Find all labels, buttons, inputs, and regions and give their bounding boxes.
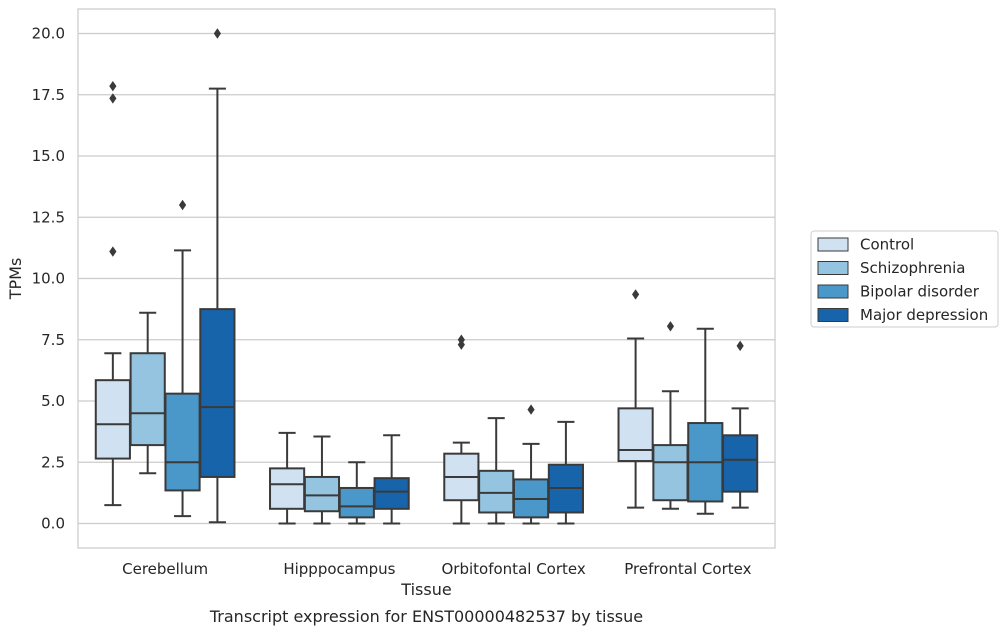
iqr-box — [129, 352, 166, 447]
x-tick-label: Orbitofontal Cortex — [442, 560, 586, 578]
outlier-point — [527, 404, 535, 415]
y-tick-label: 10.0 — [32, 270, 65, 288]
box-control — [617, 289, 654, 509]
y-tick-labels: 0.0 2.5 5.0 7.5 10.0 12.5 15.0 17.5 20.0 — [32, 25, 65, 533]
legend-swatch — [817, 284, 849, 299]
iqr-box — [338, 486, 375, 519]
x-axis-title: Tissue — [400, 580, 451, 599]
legend-label: Bipolar disorder — [860, 283, 980, 301]
y-tick-label: 20.0 — [32, 25, 65, 43]
outlier-point — [109, 246, 117, 257]
x-tick-label: Cerebellum — [122, 560, 208, 578]
box-schizophrenia — [129, 311, 166, 475]
outlier-point — [457, 334, 465, 345]
box-bipolar-disorder — [164, 199, 201, 518]
iqr-box — [269, 467, 306, 510]
outlier-point — [632, 289, 640, 300]
iqr-box — [722, 434, 759, 493]
y-tick-label: 2.5 — [41, 453, 65, 471]
box-major-depression — [722, 340, 759, 509]
iqr-box — [303, 475, 341, 513]
box-bipolar-disorder — [512, 404, 550, 525]
x-tick-label: Prefrontal Cortex — [624, 560, 751, 578]
chart-caption: Transcript expression for ENST0000048253… — [209, 607, 643, 626]
legend-swatch — [817, 308, 849, 322]
boxes — [94, 28, 759, 525]
outlier-point — [666, 321, 675, 332]
box-control — [94, 80, 131, 507]
y-tick-label: 15.0 — [32, 147, 65, 165]
outlier-point — [213, 28, 221, 39]
legend-label: Schizophrenia — [860, 259, 965, 277]
outlier-point — [178, 199, 187, 211]
legend-item: Major depression — [817, 306, 988, 324]
y-tick-label: 5.0 — [41, 392, 65, 410]
iqr-box — [164, 392, 201, 492]
y-tick-label: 0.0 — [41, 515, 65, 533]
y-axis-title: TPMs — [6, 258, 25, 301]
outlier-point — [109, 93, 117, 104]
box-major-depression — [547, 420, 584, 525]
legend-frame — [810, 230, 999, 328]
x-tick-label: Hipppocampus — [283, 560, 395, 578]
y-tick-label: 7.5 — [41, 331, 65, 349]
legend-label: Major depression — [860, 306, 988, 324]
box-bipolar-disorder — [338, 461, 375, 525]
iqr-box — [94, 379, 131, 460]
box-schizophrenia — [478, 417, 515, 525]
iqr-box — [373, 477, 410, 510]
outlier-point — [109, 80, 117, 92]
iqr-box — [199, 308, 236, 478]
x-tick-labels: Cerebellum Hipppocampus Orbitofontal Corte… — [122, 560, 751, 578]
outlier-point — [736, 340, 744, 352]
iqr-box — [617, 407, 654, 463]
y-tick-label: 12.5 — [32, 208, 65, 226]
y-tick-label: 17.5 — [32, 86, 65, 104]
box-major-depression — [199, 28, 236, 524]
iqr-box — [652, 444, 689, 502]
legend-swatch — [817, 261, 849, 275]
legend: Control Schizophrenia Bipolar disorder Majo… — [810, 230, 999, 328]
box-bipolar-disorder — [687, 327, 724, 515]
legend-item: Schizophrenia — [817, 259, 965, 277]
iqr-box — [478, 469, 515, 514]
legend-item: Control — [817, 236, 914, 254]
box-major-depression — [373, 434, 410, 525]
box-control — [269, 431, 306, 525]
legend-swatch — [817, 237, 849, 252]
box-schizophrenia — [303, 435, 341, 525]
plot-frame — [77, 8, 776, 549]
legend-item: Bipolar disorder — [817, 283, 980, 301]
legend-label: Control — [860, 236, 914, 254]
